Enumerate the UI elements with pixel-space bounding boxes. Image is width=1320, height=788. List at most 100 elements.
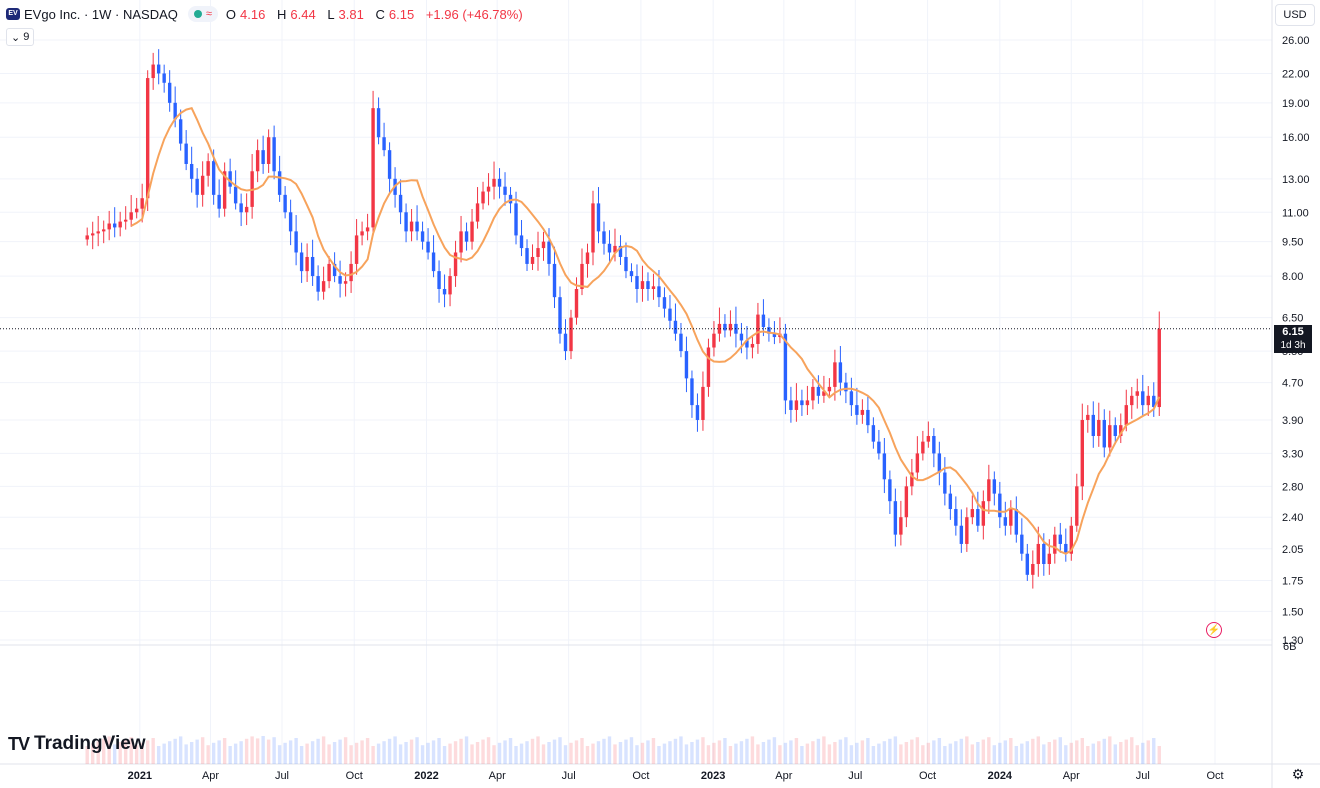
candle-body <box>415 221 419 232</box>
volume-bar <box>338 739 342 764</box>
candle-body <box>1152 395 1156 408</box>
price-tick-label: 13.00 <box>1282 174 1310 186</box>
volume-bar <box>470 744 474 764</box>
candle-body <box>646 281 650 289</box>
candle-body <box>1003 517 1008 526</box>
candle-body <box>580 263 584 289</box>
candle-body <box>998 493 1002 518</box>
time-axis[interactable]: 2021 Apr Jul Oct 2022 Apr Jul Oct 2023 Apr Jul Oct 2… <box>128 770 1224 782</box>
volume-bar <box>607 736 612 764</box>
candle-body <box>134 208 139 213</box>
volume-bar <box>585 746 590 764</box>
volume-bar <box>761 742 766 764</box>
volume-bar <box>1009 738 1013 764</box>
candle-body <box>85 235 89 240</box>
bar-countdown: 1d 3h <box>1280 340 1306 351</box>
volume-bar <box>1091 743 1095 764</box>
volume-bar <box>448 743 452 764</box>
time-tick-label: Jul <box>848 770 862 782</box>
time-tick-label: Jul <box>562 770 576 782</box>
candle-body <box>943 472 947 494</box>
volume-bar <box>228 746 232 764</box>
price-tick-label: 1.50 <box>1282 606 1303 618</box>
candle-body <box>217 194 221 209</box>
volume-bar <box>398 744 403 764</box>
volume-bar <box>893 736 898 764</box>
candle-body <box>1130 395 1134 406</box>
candle-body <box>1146 395 1150 406</box>
candle-body <box>514 203 518 236</box>
brand-name: TradingView <box>34 733 146 754</box>
volume-bar <box>536 736 540 764</box>
volume-bar <box>354 742 359 764</box>
tradingview-logo[interactable]: TV TradingView <box>8 733 146 755</box>
currency-selector[interactable]: USD <box>1275 4 1315 26</box>
candle-body <box>316 276 320 292</box>
candle-body <box>640 281 645 289</box>
price-axis[interactable]: 26.00 22.00 19.00 16.00 13.00 11.00 9.50 8.00 6.… <box>1282 35 1310 647</box>
candle-body <box>1135 391 1139 396</box>
price-tick-label: 3.90 <box>1282 415 1303 427</box>
volume-bar <box>156 746 161 764</box>
market-open-dot-icon <box>193 10 202 18</box>
volume-bar <box>1047 742 1052 764</box>
candle-body <box>745 340 749 348</box>
volume-axis-label: 6B <box>1283 641 1296 653</box>
settings-gear-icon[interactable]: ⚙ <box>1291 766 1305 782</box>
volume-bar <box>882 741 887 764</box>
volume-bar <box>464 736 469 764</box>
volume-bar <box>965 736 969 764</box>
tv-mark-icon: TV <box>8 733 30 754</box>
candle-body <box>1047 553 1052 564</box>
chevron-down-icon: ⌄ <box>11 31 21 44</box>
candle-body <box>343 281 348 284</box>
candle-body <box>475 203 480 222</box>
candle-body <box>1075 486 1079 526</box>
candle-body <box>1058 534 1063 544</box>
candle-body <box>503 186 507 195</box>
ohlc-values: O 4.16 H 6.44 L 3.81 C 6.15 +1.96 (+46.78%) <box>225 6 523 22</box>
symbol-title[interactable]: EVgo Inc. · 1W · NASDAQ <box>24 6 178 22</box>
volume-bar <box>948 743 953 764</box>
candle-body <box>987 479 991 502</box>
market-status-pill[interactable]: ≈ <box>187 6 218 22</box>
indicators-collapse-button[interactable]: ⌄ 9 <box>6 28 35 46</box>
volume-bar <box>178 736 183 764</box>
volume-bar <box>794 738 799 764</box>
volume-bar <box>1053 739 1057 764</box>
price-tick-label: 11.00 <box>1282 207 1309 219</box>
volume-bar <box>437 738 441 764</box>
volume-bar <box>1130 737 1134 764</box>
candle-body <box>882 453 887 480</box>
candle-body <box>140 198 144 209</box>
volume-bar <box>943 746 947 764</box>
candle-body <box>123 219 128 222</box>
volume-bar <box>481 739 485 764</box>
candle-body <box>1042 543 1046 564</box>
candle-body <box>101 229 106 232</box>
volume-bar <box>1152 738 1156 764</box>
volume-bar <box>123 739 128 764</box>
candle-body <box>558 297 562 334</box>
volume-bar <box>849 745 854 764</box>
volume-bar <box>101 738 106 764</box>
price-tick-label: 2.05 <box>1282 544 1303 556</box>
volume-bar <box>547 742 551 764</box>
lightning-icon[interactable]: ⚡ <box>1206 622 1222 638</box>
volume-bars <box>85 736 1161 764</box>
candle-body <box>266 137 271 164</box>
candle-body <box>321 281 326 292</box>
candle-body <box>750 343 755 348</box>
volume-bar <box>294 738 298 764</box>
volume-bar <box>310 741 315 764</box>
volume-bar <box>1119 742 1123 764</box>
volume-bar <box>712 742 716 764</box>
candle-body <box>239 203 243 213</box>
volume-bar <box>904 742 909 764</box>
volume-bar <box>970 744 975 764</box>
last-price-badge: 6.15 1d 3h <box>1274 325 1312 353</box>
candle-body <box>629 271 634 277</box>
time-tick-label: Jul <box>1136 770 1150 782</box>
volume-bar <box>382 741 386 764</box>
